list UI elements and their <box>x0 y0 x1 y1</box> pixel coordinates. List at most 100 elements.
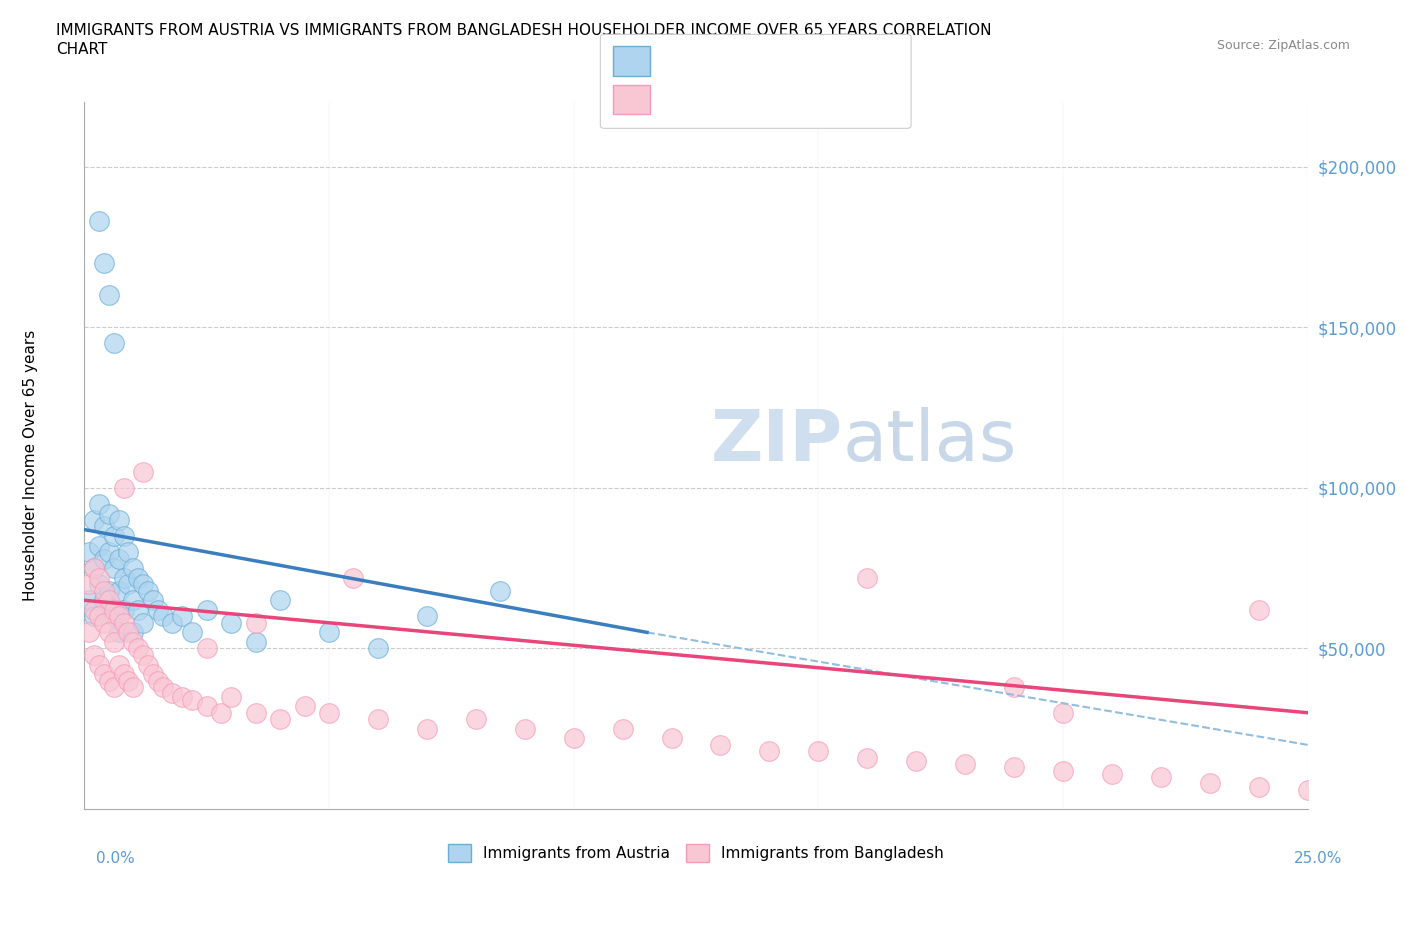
Point <box>416 609 439 624</box>
Text: R = -0.427   N = 69: R = -0.427 N = 69 <box>655 90 818 109</box>
Point <box>953 757 976 772</box>
Point <box>269 592 291 607</box>
Point <box>905 753 928 768</box>
Point <box>122 592 145 607</box>
Point <box>1052 705 1074 720</box>
Legend: Immigrants from Austria, Immigrants from Bangladesh: Immigrants from Austria, Immigrants from… <box>443 838 949 869</box>
Point <box>209 705 232 720</box>
Point <box>127 570 149 585</box>
Point <box>87 538 110 553</box>
Point <box>83 609 105 624</box>
Point <box>612 722 634 737</box>
Point <box>318 625 340 640</box>
Point <box>83 561 105 576</box>
Point <box>136 583 159 598</box>
Point <box>562 731 585 746</box>
Point <box>489 583 512 598</box>
Point <box>245 634 267 649</box>
Point <box>112 570 135 585</box>
Point <box>103 680 125 695</box>
Point <box>103 603 125 618</box>
Point <box>112 667 135 682</box>
Point <box>807 744 830 759</box>
Point <box>661 731 683 746</box>
Point <box>1101 766 1123 781</box>
Point <box>294 698 316 713</box>
Point <box>93 667 115 682</box>
Point <box>97 287 120 302</box>
Point <box>107 583 129 598</box>
Point <box>146 603 169 618</box>
Point <box>97 506 120 521</box>
Point <box>77 577 100 591</box>
Point <box>1247 603 1270 618</box>
Point <box>142 667 165 682</box>
Point <box>112 603 135 618</box>
Point <box>93 551 115 566</box>
Text: Source: ZipAtlas.com: Source: ZipAtlas.com <box>1216 39 1350 52</box>
Point <box>117 545 139 560</box>
Point <box>513 722 536 737</box>
Point <box>367 711 389 726</box>
Point <box>1002 680 1025 695</box>
Text: CHART: CHART <box>56 42 108 57</box>
Point <box>1198 776 1220 790</box>
Point <box>132 464 155 479</box>
Point <box>97 545 120 560</box>
Point <box>367 641 389 656</box>
Point <box>146 673 169 688</box>
Point <box>103 609 125 624</box>
Point <box>93 519 115 534</box>
Text: 25.0%: 25.0% <box>1295 851 1343 866</box>
Text: ZIP: ZIP <box>710 407 842 476</box>
Point <box>122 634 145 649</box>
Point <box>87 577 110 591</box>
Point <box>83 647 105 662</box>
Point <box>127 603 149 618</box>
Point <box>122 680 145 695</box>
Point <box>152 680 174 695</box>
Point <box>83 512 105 527</box>
Point <box>181 693 204 708</box>
Point <box>97 625 120 640</box>
Point <box>245 705 267 720</box>
Point <box>132 577 155 591</box>
Point <box>103 336 125 351</box>
Point <box>172 689 194 704</box>
Point <box>1002 760 1025 775</box>
Point <box>87 214 110 229</box>
Point <box>856 570 879 585</box>
Point <box>195 698 218 713</box>
Point <box>122 625 145 640</box>
Point <box>1052 764 1074 778</box>
Point <box>103 634 125 649</box>
Point <box>93 592 115 607</box>
Point <box>122 561 145 576</box>
Point <box>132 616 155 631</box>
Point <box>318 705 340 720</box>
Text: Householder Income Over 65 years: Householder Income Over 65 years <box>24 329 38 601</box>
Point <box>87 497 110 512</box>
Point <box>219 689 242 704</box>
Point <box>97 592 120 607</box>
Point <box>856 751 879 765</box>
Point <box>195 641 218 656</box>
Point <box>107 658 129 672</box>
Point <box>342 570 364 585</box>
Point <box>107 512 129 527</box>
Text: IMMIGRANTS FROM AUSTRIA VS IMMIGRANTS FROM BANGLADESH HOUSEHOLDER INCOME OVER 65: IMMIGRANTS FROM AUSTRIA VS IMMIGRANTS FR… <box>56 23 991 38</box>
Point <box>87 609 110 624</box>
Point <box>77 545 100 560</box>
Text: 0.0%: 0.0% <box>96 851 135 866</box>
Point <box>709 737 731 752</box>
Point <box>87 570 110 585</box>
Point <box>416 722 439 737</box>
Point <box>112 528 135 543</box>
Point <box>77 592 100 607</box>
Point <box>1247 779 1270 794</box>
Point <box>97 583 120 598</box>
Point <box>83 561 105 576</box>
Point <box>142 592 165 607</box>
Point <box>152 609 174 624</box>
Point <box>117 625 139 640</box>
